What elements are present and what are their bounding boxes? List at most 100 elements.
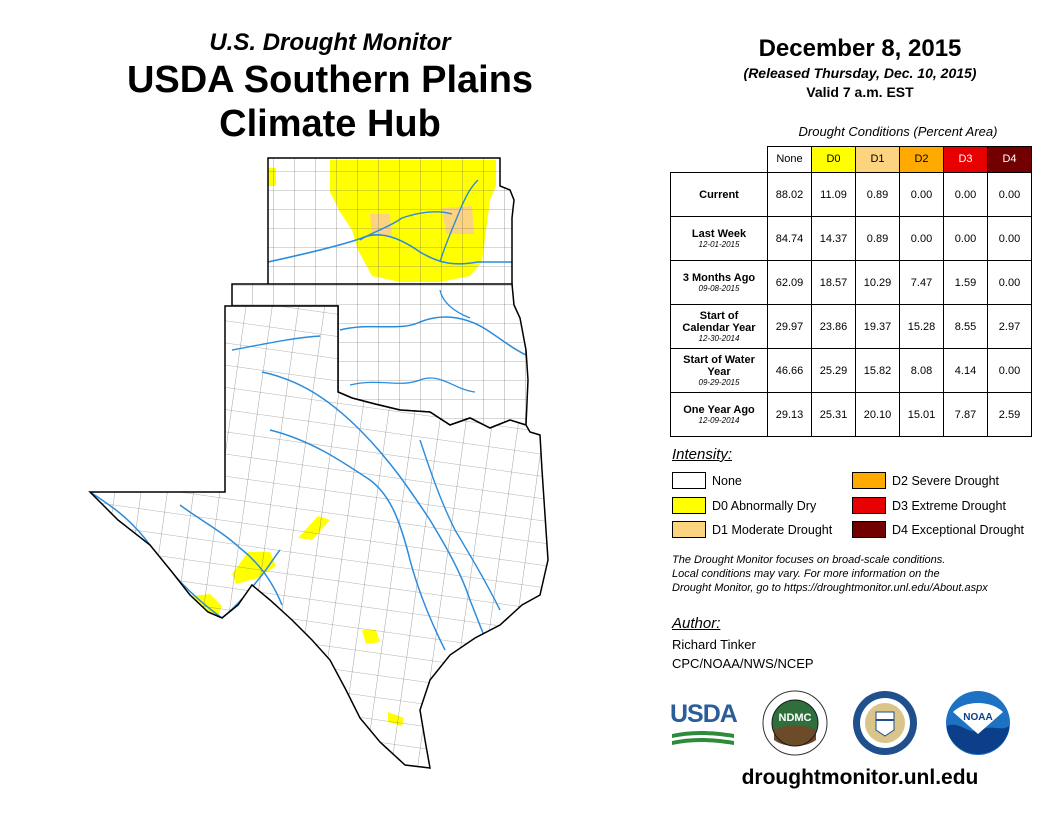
author-name: Richard Tinker — [672, 637, 756, 652]
ndmc-seal-icon — [762, 690, 828, 756]
legend-label: D0 Abnormally Dry — [712, 498, 817, 513]
legend-item: D0 Abnormally Dry — [672, 497, 816, 514]
map-title-line1: USDA Southern Plains — [126, 59, 534, 101]
legend-swatch — [852, 472, 886, 489]
author-org: CPC/NOAA/NWS/NCEP — [672, 656, 814, 671]
texas-river-trinity — [419, 439, 501, 611]
cell-d3: 1.59 — [943, 261, 987, 304]
legend-label: None — [712, 473, 742, 488]
cell-d3: 8.55 — [943, 305, 987, 348]
cell-d3: 4.14 — [943, 349, 987, 392]
cell-d0: 14.37 — [811, 217, 855, 260]
noaa-logo-text: NOAA — [963, 712, 993, 723]
texas-river-brazos — [261, 371, 496, 661]
valid-time: Valid 7 a.m. EST — [806, 84, 914, 100]
cell-d1: 0.89 — [855, 217, 899, 260]
legend-label: D3 Extreme Drought — [892, 498, 1006, 513]
footer-url[interactable]: droughtmonitor.unl.edu — [741, 766, 979, 789]
cell-d1: 10.29 — [855, 261, 899, 304]
noaa-seal-icon — [946, 691, 1010, 755]
legend-label: D4 Exceptional Drought — [892, 522, 1025, 537]
noaa-logo: NOAA — [945, 690, 1011, 761]
legend-item: D1 Moderate Drought — [672, 521, 832, 538]
column-header-d2: D2 — [899, 146, 943, 173]
cell-d3: 7.87 — [943, 393, 987, 436]
map-subtitle: U.S. Drought Monitor — [209, 29, 451, 56]
cell-d3: 0.00 — [943, 217, 987, 260]
cell-d0: 25.29 — [811, 349, 855, 392]
usda-logo-text: USDA — [670, 700, 738, 728]
cell-none: 84.74 — [775, 232, 804, 245]
row-label-text: Last Week — [691, 227, 747, 240]
cell-d4: 0.00 — [987, 261, 1031, 304]
cell-d2: 15.01 — [899, 393, 943, 436]
row-label-text: One Year Ago — [683, 403, 755, 416]
ndmc-logo: NDMC — [762, 690, 828, 761]
note-line-1: The Drought Monitor focuses on broad-sca… — [672, 554, 946, 566]
table-row: One Year Ago 12-09-2014 29.13 25.31 20.10 15.… — [671, 392, 1031, 436]
legend-swatch — [852, 497, 886, 514]
row-label-text: Current — [699, 188, 739, 201]
legend-item: None — [672, 472, 742, 489]
cell-d4: 0.00 — [987, 217, 1031, 260]
cell-d0: 25.31 — [811, 393, 855, 436]
cell-d2: 0.00 — [899, 173, 943, 216]
kansas-river — [268, 234, 512, 265]
note-line-3: Drought Monitor, go to https://droughtmo… — [672, 582, 988, 594]
row-sublabel-date: 12-09-2014 — [698, 415, 740, 425]
table-row: 3 Months Ago 09-08-2015 62.09 18.57 10.29 7.4… — [671, 260, 1031, 304]
table-body: Current 88.02 11.09 0.89 0.00 0.00 0.00 Last We… — [670, 172, 1032, 437]
legend-swatch — [852, 521, 886, 538]
row-sublabel-date: 12-01-2015 — [698, 239, 740, 249]
author-label: Author: — [672, 615, 721, 632]
note-line-2: Local conditions may vary. For more info… — [672, 568, 940, 580]
legend-label: D1 Moderate Drought — [712, 522, 833, 537]
legend-swatch — [672, 521, 706, 538]
cell-none: 46.66 — [775, 364, 804, 377]
row-label: Current — [671, 173, 768, 216]
column-header-none: None — [767, 146, 811, 173]
column-header-d3: D3 — [943, 146, 987, 173]
map-title-line2: Climate Hub — [219, 103, 441, 145]
release-date: (Released Thursday, Dec. 10, 2015) — [743, 65, 977, 81]
cell-d2: 8.08 — [899, 349, 943, 392]
cell-d0: 23.86 — [811, 305, 855, 348]
cell-none: 88.02 — [775, 188, 804, 201]
legend-label: D2 Severe Drought — [892, 473, 1000, 488]
ndmc-logo-text: NDMC — [778, 712, 812, 724]
row-label: Start of Calendar Year 12-30-2014 — [671, 305, 768, 348]
table-row: Start of Calendar Year 12-30-2014 29.97 23.… — [671, 304, 1031, 348]
cell-d4: 0.00 — [987, 349, 1031, 392]
table-caption: Drought Conditions (Percent Area) — [798, 124, 998, 139]
title-block: U.S. Drought Monitor USDA Southern Plain… — [60, 28, 600, 146]
row-sublabel-date: 12-30-2014 — [698, 333, 740, 343]
commerce-logo — [852, 690, 918, 761]
cell-d2: 15.28 — [899, 305, 943, 348]
cell-d1: 15.82 — [855, 349, 899, 392]
oklahoma-river — [339, 316, 528, 357]
row-label-text: Start of Water Year — [683, 353, 755, 378]
cell-none: 29.97 — [775, 320, 804, 333]
table-row: Current 88.02 11.09 0.89 0.00 0.00 0.00 — [671, 173, 1031, 216]
legend-swatch — [672, 497, 706, 514]
row-label: One Year Ago 12-09-2014 — [671, 393, 768, 436]
cell-none: 29.13 — [775, 408, 804, 421]
legend-item: D3 Extreme Drought — [852, 497, 1006, 514]
table-row: Last Week 12-01-2015 84.74 14.37 0.89 0.00 0.0… — [671, 216, 1031, 260]
commerce-seal-icon — [853, 691, 917, 755]
legend-item: D4 Exceptional Drought — [852, 521, 1024, 538]
row-label: Start of Water Year 09-29-2015 — [671, 349, 768, 392]
cell-d1: 19.37 — [855, 305, 899, 348]
texas-river-rio-grande — [90, 491, 281, 619]
cell-d4: 0.00 — [987, 173, 1031, 216]
info-note: The Drought Monitor focuses on broad-sca… — [672, 553, 1042, 595]
cell-d4: 2.59 — [987, 393, 1031, 436]
cell-none: 62.09 — [775, 276, 804, 289]
row-label-text: Start of Calendar Year — [682, 309, 756, 334]
usda-logo-swoosh — [672, 731, 734, 745]
cell-d0: 11.09 — [811, 173, 855, 216]
legend-title: Intensity: — [672, 446, 733, 463]
legend-swatch — [672, 472, 706, 489]
texas-river-red — [231, 335, 321, 351]
